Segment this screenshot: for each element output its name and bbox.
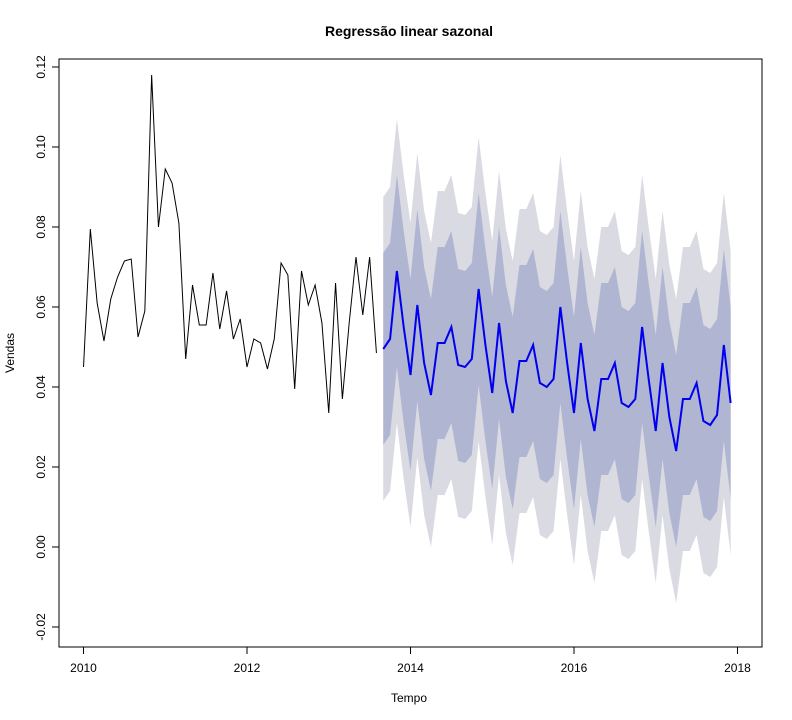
- x-tick-label: 2018: [724, 661, 751, 675]
- x-tick-label: 2012: [234, 661, 261, 675]
- y-tick-label: 0.08: [34, 215, 48, 239]
- y-tick-label: 0.06: [34, 295, 48, 319]
- y-axis: -0.02 0.00 0.02 0.04 0.06 0.08 0.10 0.12: [34, 55, 59, 641]
- x-tick-label: 2016: [561, 661, 588, 675]
- y-axis-label: Vendas: [3, 333, 17, 373]
- x-axis: 2010 2012 2014 2016 2018: [70, 647, 751, 675]
- y-tick-label: -0.02: [34, 613, 48, 641]
- y-tick-label: 0.04: [34, 375, 48, 399]
- y-tick-label: 0.10: [34, 135, 48, 159]
- x-tick-label: 2014: [397, 661, 424, 675]
- x-tick-label: 2010: [70, 661, 97, 675]
- y-tick-label: 0.00: [34, 535, 48, 559]
- prediction-bands: [383, 119, 731, 603]
- band-80: [383, 175, 731, 547]
- history-series: [83, 74, 377, 414]
- forecast-line: [382, 270, 732, 452]
- chart-title: Regressão linear sazonal: [325, 23, 493, 39]
- history-line: [83, 74, 377, 414]
- y-tick-label: 0.12: [34, 55, 48, 79]
- forecast-series: [382, 270, 732, 452]
- y-tick-label: 0.02: [34, 455, 48, 479]
- x-axis-label: Tempo: [391, 691, 427, 705]
